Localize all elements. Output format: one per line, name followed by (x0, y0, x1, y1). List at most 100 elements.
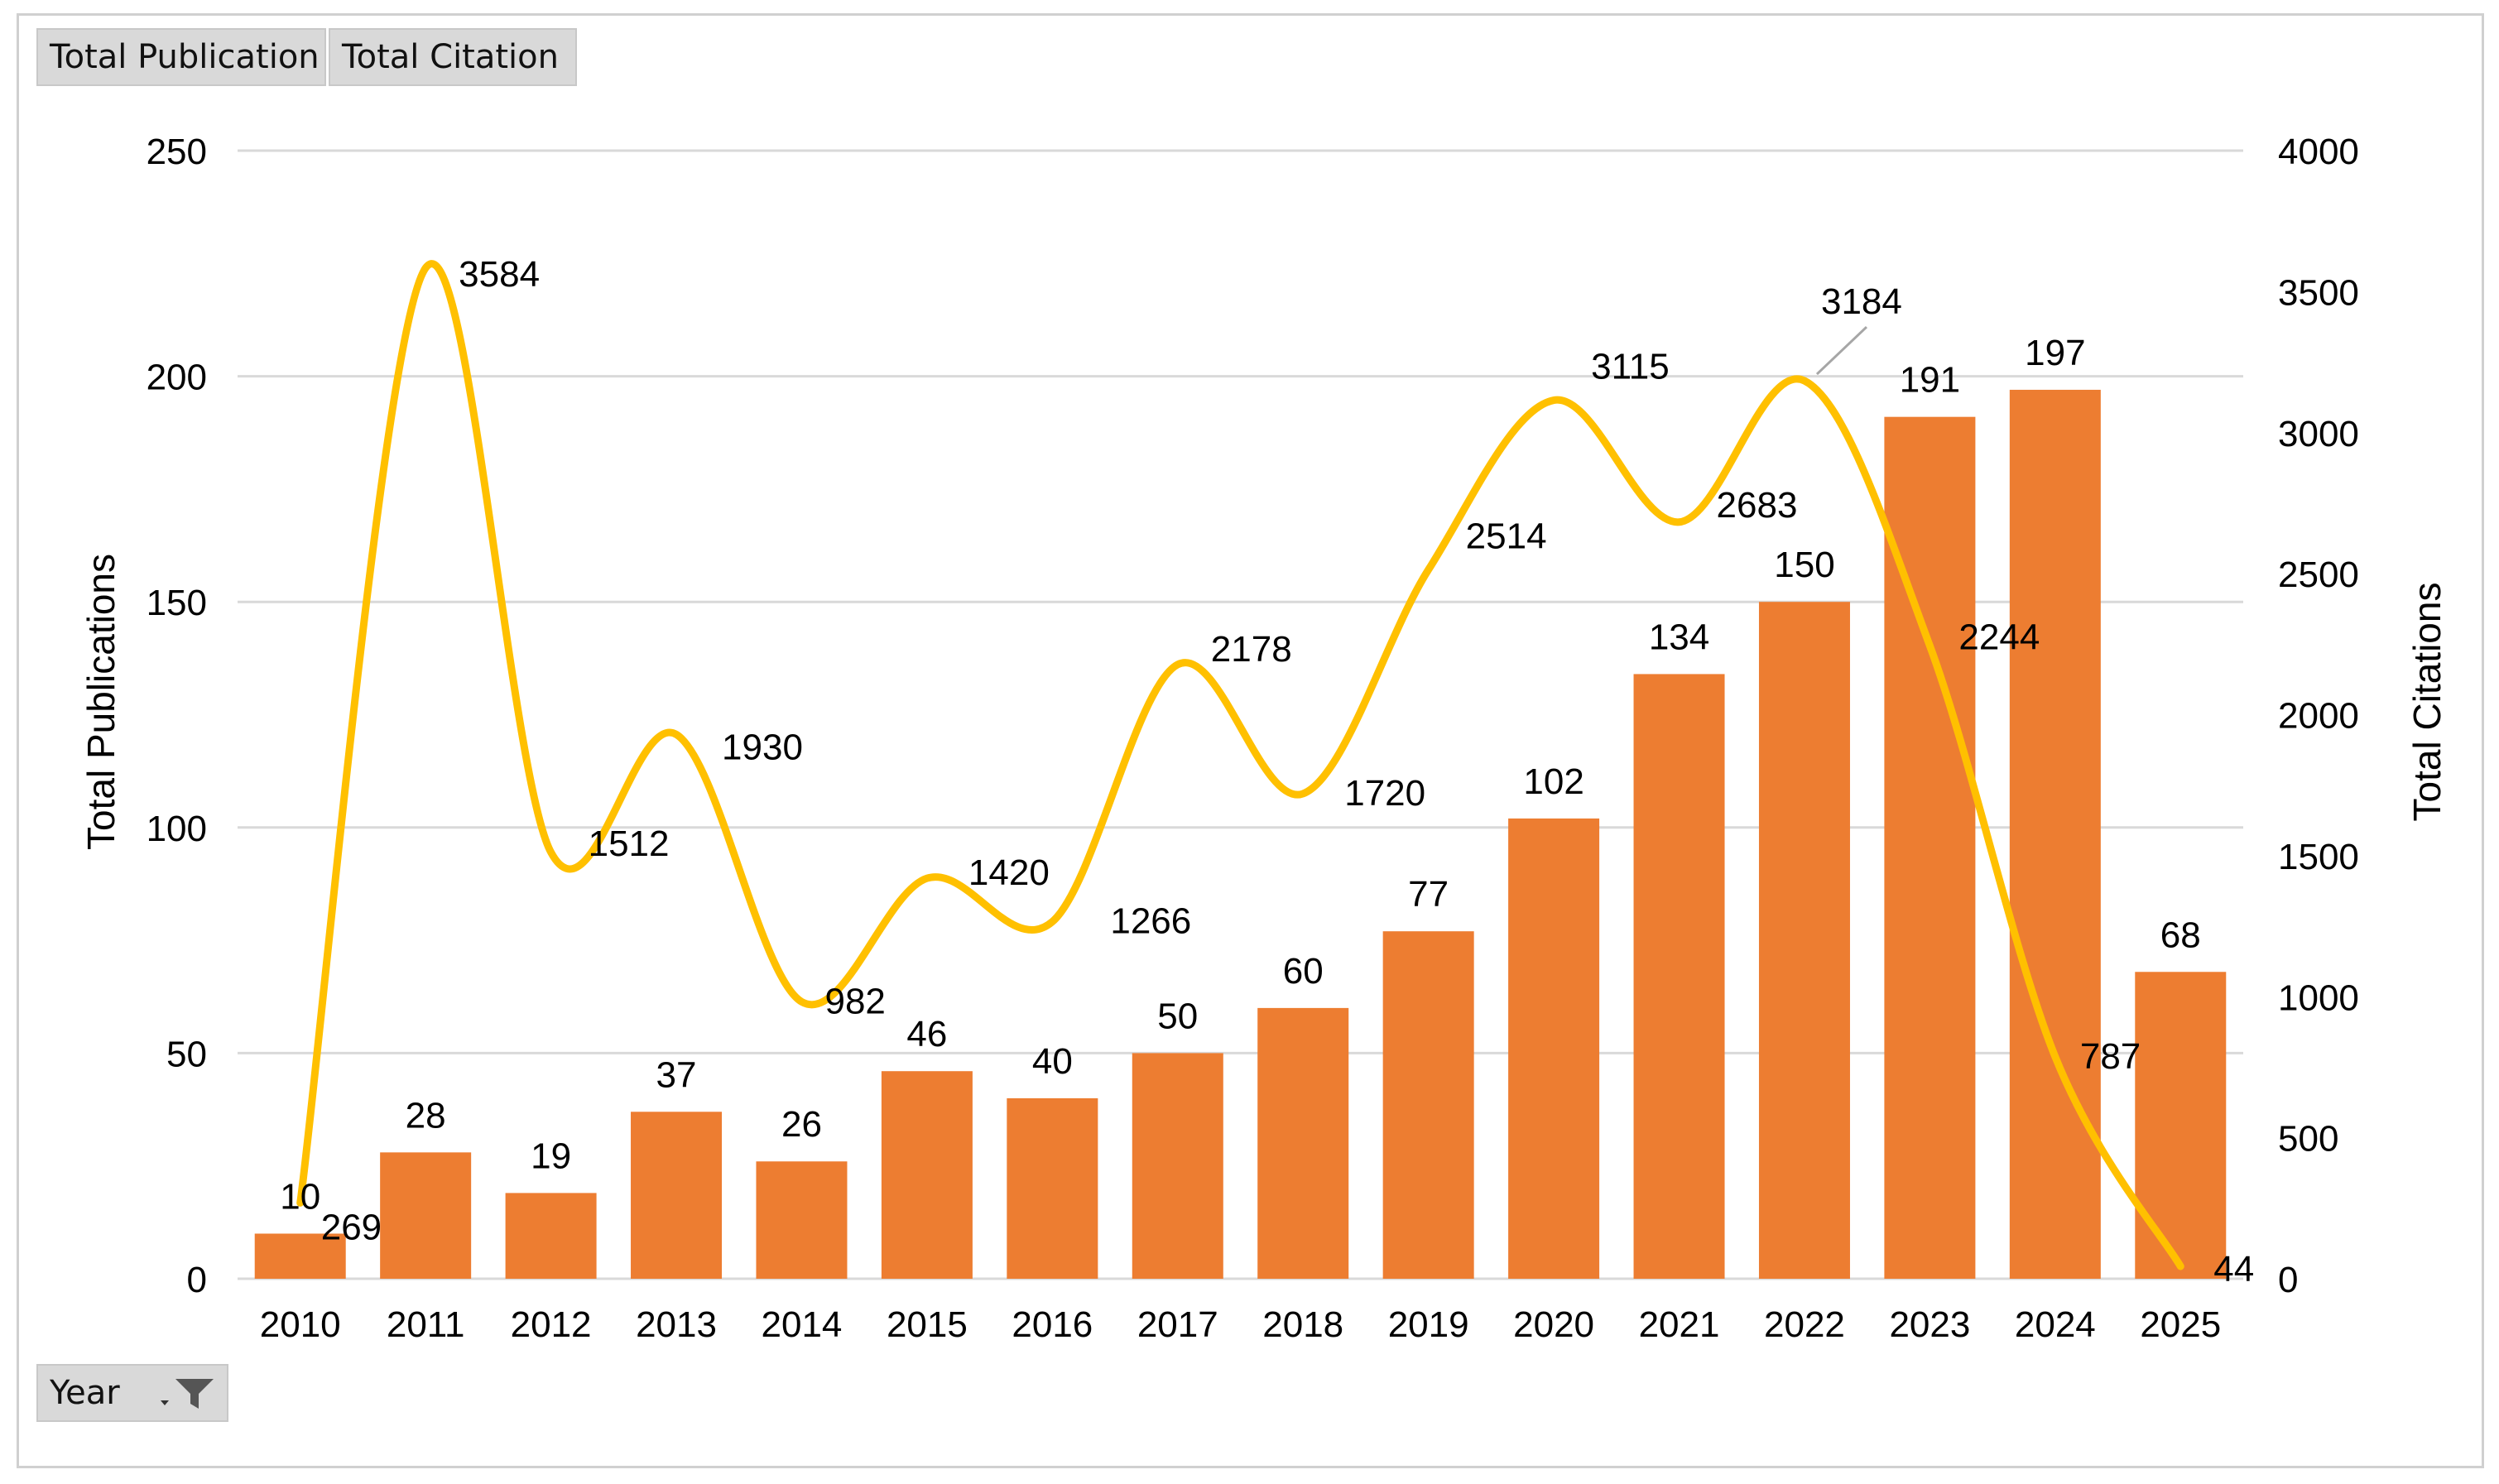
y-tick-right: 2000 (2278, 696, 2359, 737)
y-tick-right: 0 (2278, 1260, 2298, 1300)
bar-2018 (1257, 1007, 1349, 1279)
line-value-label: 1266 (1110, 901, 1191, 942)
bar-2016 (1007, 1097, 1098, 1279)
citation-point-2015 (925, 877, 928, 880)
x-tick-label: 2022 (1764, 1304, 1845, 1345)
bar-value-label: 19 (531, 1136, 571, 1176)
filter-dropdown-icon[interactable] (152, 1376, 219, 1412)
line-value-label: 787 (2080, 1036, 2141, 1077)
line-value-label: 269 (321, 1207, 382, 1247)
citation-point-2025 (2179, 1265, 2182, 1268)
y-tick-left: 200 (147, 358, 207, 398)
citation-point-2013 (675, 733, 678, 736)
bar-value-label: 60 (1283, 951, 1324, 992)
y-axis-title-left: Total Publications (79, 554, 123, 850)
bar-value-label: 102 (1523, 761, 1584, 802)
bar-value-label: 134 (1649, 617, 1709, 657)
citation-point-2022 (1803, 380, 1805, 382)
bar-2023 (1884, 416, 1976, 1280)
citation-point-2023 (1929, 645, 1931, 647)
y-tick-right: 1500 (2278, 837, 2359, 877)
line-value-label: 3115 (1591, 347, 1670, 387)
x-tick-label: 2025 (2140, 1304, 2221, 1345)
line-value-label: 2514 (1466, 516, 1547, 556)
x-tick-label: 2019 (1388, 1304, 1469, 1345)
y-tick-left: 150 (147, 583, 207, 623)
bar-2025 (2135, 972, 2227, 1279)
x-tick-label: 2011 (387, 1304, 465, 1345)
y-tick-right: 500 (2278, 1119, 2338, 1160)
bar-value-label: 191 (1900, 360, 1960, 401)
bar-2019 (1382, 931, 1474, 1279)
year-field-filter-button[interactable]: Year (36, 1364, 228, 1422)
x-tick-label: 2021 (1639, 1304, 1720, 1345)
bar-value-label: 37 (656, 1054, 697, 1095)
bar-value-label: 150 (1774, 545, 1834, 585)
bar-value-label: 10 (280, 1176, 320, 1217)
x-tick-label: 2024 (2015, 1304, 2096, 1345)
bar-value-label: 77 (1408, 874, 1449, 915)
bar-series-total-publication (254, 389, 2227, 1280)
x-tick-label: 2016 (1012, 1304, 1093, 1345)
x-tick-label: 2023 (1889, 1304, 1970, 1345)
label-leader-line (1815, 325, 1868, 376)
bar-2012 (505, 1193, 597, 1279)
citation-point-2019 (1427, 569, 1430, 571)
bar-2015 (881, 1071, 973, 1279)
bar-value-label: 50 (1157, 996, 1198, 1036)
bar-2010 (254, 1233, 346, 1279)
citation-point-2017 (1176, 663, 1179, 665)
citation-point-2024 (2054, 1055, 2056, 1058)
line-value-label: 982 (824, 981, 885, 1021)
bar-value-label: 68 (2160, 915, 2201, 955)
line-value-label: 44 (2213, 1249, 2254, 1289)
line-value-label: 2683 (1717, 485, 1798, 526)
bar-2017 (1132, 1053, 1223, 1279)
x-tick-label: 2013 (636, 1304, 717, 1345)
y-tick-right: 3500 (2278, 272, 2359, 313)
citation-point-2010 (299, 1202, 301, 1204)
y-tick-left: 0 (187, 1260, 207, 1300)
bar-value-label: 197 (2025, 333, 2085, 373)
y-tick-right: 3000 (2278, 414, 2359, 454)
line-value-label: 1930 (722, 727, 803, 767)
citation-point-2018 (1302, 792, 1305, 795)
bar-value-label: 28 (406, 1095, 446, 1136)
total-publication-field-button[interactable]: Total Publication (36, 28, 326, 86)
x-tick-label: 2017 (1137, 1304, 1218, 1345)
bar-2021 (1633, 674, 1725, 1279)
line-value-label: 1420 (968, 852, 1050, 893)
bar-value-label: 26 (781, 1104, 822, 1145)
y-tick-left: 100 (147, 809, 207, 849)
y-tick-left: 50 (166, 1034, 207, 1074)
citation-point-2012 (550, 851, 552, 853)
axis-ticks: 0501001502002500500100015002000250030003… (147, 132, 2359, 1345)
data-labels: 10 28 19 37 26 46 40 50 60 77 102 134 150 191 197 68 269… (280, 254, 2254, 1289)
y-tick-right: 1000 (2278, 977, 2359, 1018)
total-citation-field-button[interactable]: Total Citation (329, 28, 577, 86)
year-field-label: Year (50, 1374, 120, 1412)
x-tick-label: 2020 (1513, 1304, 1594, 1345)
x-tick-label: 2012 (511, 1304, 592, 1345)
bar-2020 (1508, 818, 1600, 1279)
line-value-label: 3184 (1821, 281, 1902, 322)
x-tick-label: 2015 (887, 1304, 968, 1345)
citation-point-2016 (1051, 920, 1054, 923)
bar-2022 (1758, 602, 1850, 1279)
y-axis-title-right: Total Citations (2405, 583, 2449, 822)
bar-2013 (631, 1112, 723, 1279)
citation-line (296, 260, 2184, 1270)
bar-2011 (380, 1152, 472, 1279)
bar-value-label: 46 (906, 1014, 947, 1054)
y-tick-right: 2500 (2278, 555, 2359, 595)
citation-point-2014 (800, 1001, 803, 1003)
citation-point-2021 (1678, 521, 1680, 523)
line-series-total-citation (296, 260, 2184, 1270)
line-value-label: 2178 (1211, 629, 1292, 670)
bar-2014 (756, 1161, 848, 1279)
citation-point-2020 (1553, 399, 1555, 401)
y-tick-left: 250 (147, 132, 207, 172)
line-value-label: 3584 (459, 254, 540, 295)
y-tick-right: 4000 (2278, 132, 2359, 172)
